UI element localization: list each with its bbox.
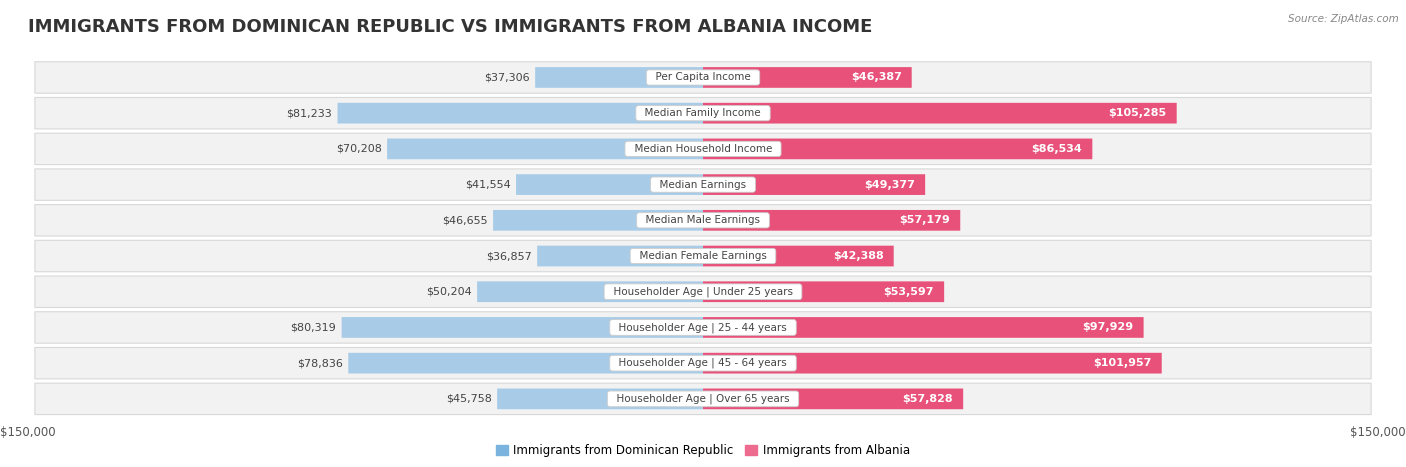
FancyBboxPatch shape [35,169,1371,200]
Text: $45,758: $45,758 [446,394,492,404]
Text: Median Earnings: Median Earnings [654,180,752,190]
Text: Householder Age | Under 25 years: Householder Age | Under 25 years [607,286,799,297]
FancyBboxPatch shape [703,282,945,302]
Text: Median Household Income: Median Household Income [627,144,779,154]
FancyBboxPatch shape [703,317,1143,338]
Text: Median Female Earnings: Median Female Earnings [633,251,773,261]
FancyBboxPatch shape [35,205,1371,236]
FancyBboxPatch shape [537,246,703,266]
Legend: Immigrants from Dominican Republic, Immigrants from Albania: Immigrants from Dominican Republic, Immi… [491,439,915,462]
Text: Median Family Income: Median Family Income [638,108,768,118]
Text: $46,387: $46,387 [851,72,901,83]
FancyBboxPatch shape [703,210,960,231]
Text: $101,957: $101,957 [1094,358,1152,368]
FancyBboxPatch shape [498,389,703,409]
Text: IMMIGRANTS FROM DOMINICAN REPUBLIC VS IMMIGRANTS FROM ALBANIA INCOME: IMMIGRANTS FROM DOMINICAN REPUBLIC VS IM… [28,18,873,36]
Text: $42,388: $42,388 [832,251,883,261]
Text: $49,377: $49,377 [865,180,915,190]
FancyBboxPatch shape [35,383,1371,415]
FancyBboxPatch shape [703,139,1092,159]
Text: Per Capita Income: Per Capita Income [650,72,756,83]
Text: $78,836: $78,836 [297,358,343,368]
FancyBboxPatch shape [35,347,1371,379]
FancyBboxPatch shape [387,139,703,159]
FancyBboxPatch shape [35,62,1371,93]
FancyBboxPatch shape [703,353,1161,374]
FancyBboxPatch shape [337,103,703,124]
Text: Median Male Earnings: Median Male Earnings [640,215,766,225]
Text: $70,208: $70,208 [336,144,381,154]
FancyBboxPatch shape [477,282,703,302]
Text: $36,857: $36,857 [486,251,531,261]
FancyBboxPatch shape [35,133,1371,164]
Text: $37,306: $37,306 [484,72,530,83]
Text: $105,285: $105,285 [1108,108,1167,118]
Text: Source: ZipAtlas.com: Source: ZipAtlas.com [1288,14,1399,24]
FancyBboxPatch shape [35,276,1371,307]
FancyBboxPatch shape [703,174,925,195]
Text: Householder Age | 45 - 64 years: Householder Age | 45 - 64 years [613,358,793,368]
FancyBboxPatch shape [35,312,1371,343]
Text: $80,319: $80,319 [291,322,336,333]
FancyBboxPatch shape [349,353,703,374]
Text: $57,828: $57,828 [903,394,953,404]
FancyBboxPatch shape [703,67,911,88]
Text: $57,179: $57,179 [900,215,950,225]
FancyBboxPatch shape [516,174,703,195]
FancyBboxPatch shape [703,389,963,409]
FancyBboxPatch shape [703,103,1177,124]
Text: $46,655: $46,655 [441,215,488,225]
Text: $41,554: $41,554 [465,180,510,190]
Text: Householder Age | 25 - 44 years: Householder Age | 25 - 44 years [613,322,793,333]
Text: $86,534: $86,534 [1032,144,1083,154]
Text: $50,204: $50,204 [426,287,472,297]
FancyBboxPatch shape [35,98,1371,129]
FancyBboxPatch shape [703,246,894,266]
Text: $81,233: $81,233 [287,108,332,118]
FancyBboxPatch shape [536,67,703,88]
FancyBboxPatch shape [342,317,703,338]
FancyBboxPatch shape [35,241,1371,272]
Text: Householder Age | Over 65 years: Householder Age | Over 65 years [610,394,796,404]
Text: $97,929: $97,929 [1083,322,1133,333]
FancyBboxPatch shape [494,210,703,231]
Text: $53,597: $53,597 [883,287,934,297]
